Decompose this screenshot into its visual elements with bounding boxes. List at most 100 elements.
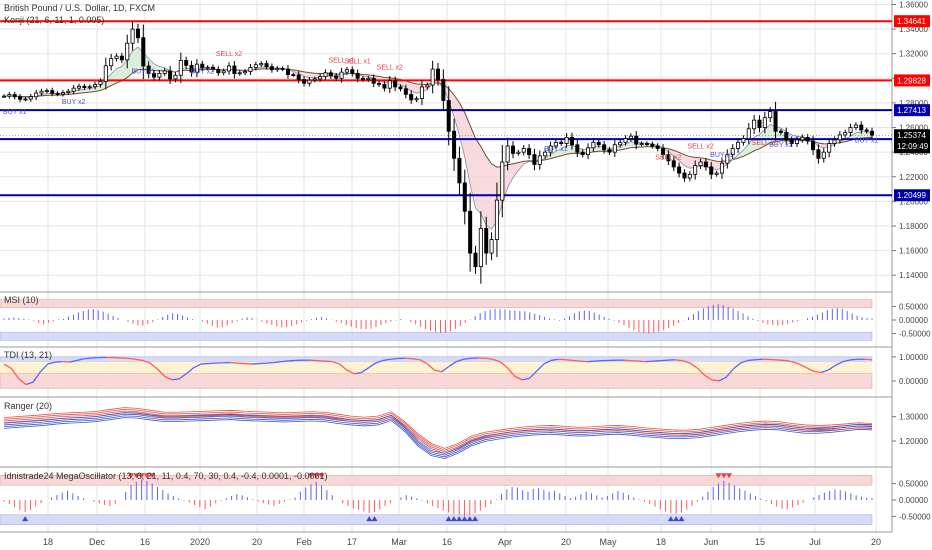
candle-body [602, 144, 607, 151]
price-tick-label: 1.16000 [899, 247, 928, 256]
candle-body [591, 141, 596, 149]
candle-body [639, 143, 644, 145]
candle-body [650, 143, 655, 147]
mega-lower-band [0, 514, 873, 525]
price-tick-label: 1.22000 [899, 173, 928, 182]
candle-body [859, 124, 864, 131]
ranger-pane[interactable] [3, 407, 873, 460]
candle-body [393, 80, 398, 88]
buy-triangle-marker [673, 516, 680, 522]
tdi-line-segment [69, 359, 78, 363]
candle-body [184, 60, 189, 66]
sell-signal-label: SELL x2 [216, 51, 242, 58]
konji-cloud [443, 84, 540, 230]
tdi-line-segment [842, 359, 851, 363]
candle-body [768, 111, 773, 119]
candle-body [773, 111, 778, 132]
tdi-line-segment [434, 369, 442, 373]
price-tick-label: 1.20000 [899, 197, 928, 206]
buy-signal-label: BUY x2 [190, 68, 214, 75]
price-axis[interactable]: 1.36000 1.34000 1.32000 1.30000 1.28000 1.260… [892, 0, 931, 521]
level-tag [894, 189, 930, 202]
tdi-line-segment [339, 363, 348, 371]
candle-body [130, 28, 135, 44]
candle-body [377, 82, 382, 85]
level-tag-label: 1.20499 [897, 191, 926, 200]
tdi-line-segment [798, 363, 807, 369]
konji-indicator-label: Konji (21, 6, 11, 1, 0.005) [4, 15, 104, 25]
candle-body [634, 135, 639, 145]
sell-triangle-marker [133, 473, 140, 479]
time-tick-label: 18 [43, 537, 53, 547]
candle-body [864, 129, 869, 132]
tdi-line-segment [426, 363, 435, 371]
price-tick-label: 1.36000 [899, 0, 928, 9]
time-tick-label: Jun [704, 537, 719, 547]
level-tag-label: 1.29828 [897, 76, 926, 85]
candle-body [77, 85, 82, 89]
sell-signal-label: SELL x2 [687, 143, 713, 150]
tdi-pane[interactable] [0, 356, 873, 389]
tdi-line-segment [827, 364, 836, 371]
tdi-line-segment [485, 357, 493, 360]
tdi-line-segment [127, 357, 136, 360]
candle-body [511, 145, 516, 154]
osc-tick-label: 0.50000 [899, 302, 928, 311]
time-axis[interactable]: 18 Dec 16 2020 20 Feb 17 Mar 16 Apr 20 May 18 Jun 15 Ju… [43, 537, 881, 547]
candle-body [516, 151, 521, 154]
sell-signal-label: SELL x1 [345, 59, 371, 66]
candle-body [82, 85, 87, 88]
tdi-line-segment [368, 362, 377, 369]
tdi-line-segment [142, 359, 151, 364]
candle-body [135, 28, 140, 39]
tdi-line-segment [674, 359, 683, 362]
candle-body [419, 86, 424, 100]
candle-body [462, 182, 467, 212]
time-tick-label: 20 [252, 537, 262, 547]
candle-body [757, 119, 762, 128]
tdi-line-segment [703, 374, 712, 381]
osc-tick-label: 1.20000 [899, 437, 928, 446]
time-tick-label: 2020 [190, 537, 210, 547]
candle-body [221, 70, 226, 74]
msi-pane[interactable] [0, 299, 873, 341]
candle-body [28, 96, 33, 100]
candle-body [39, 90, 44, 94]
candle-body [848, 127, 853, 133]
candle-body [553, 141, 558, 147]
ranger-lower-line [3, 417, 873, 460]
candle-body [307, 79, 312, 84]
tdi-line-segment [76, 358, 85, 362]
candle-body [548, 145, 553, 153]
tdi-line-segment [383, 358, 391, 362]
tdi-line-segment [784, 359, 792, 363]
ranger-upper-line [3, 408, 873, 451]
tdi-line-segment [521, 377, 530, 381]
candle-body [505, 145, 510, 163]
mega-oscillator-pane[interactable] [0, 473, 873, 525]
candle-body [832, 139, 837, 144]
candle-body [677, 166, 682, 174]
ranger-upper-line [3, 412, 873, 454]
candle-body [805, 136, 810, 142]
candle-body [628, 135, 633, 140]
candle-body [564, 136, 569, 144]
price-tick-label: 1.14000 [899, 271, 928, 280]
candle-body [827, 143, 832, 153]
time-tick-label: Apr [498, 537, 512, 547]
sell-triangle-marker [715, 473, 722, 479]
level-tag [894, 15, 930, 28]
candle-body [612, 144, 617, 153]
candle-body [44, 90, 49, 93]
tdi-line-segment [346, 369, 355, 375]
candle-body [398, 86, 403, 90]
tdi-line-segment [32, 371, 42, 383]
tdi-line-segment [718, 376, 727, 382]
candle-body [575, 144, 580, 153]
buy-signal-label: BUY x1 [855, 137, 879, 144]
candle-body [23, 98, 28, 101]
candle-body [334, 75, 339, 79]
candle-body [66, 90, 71, 93]
